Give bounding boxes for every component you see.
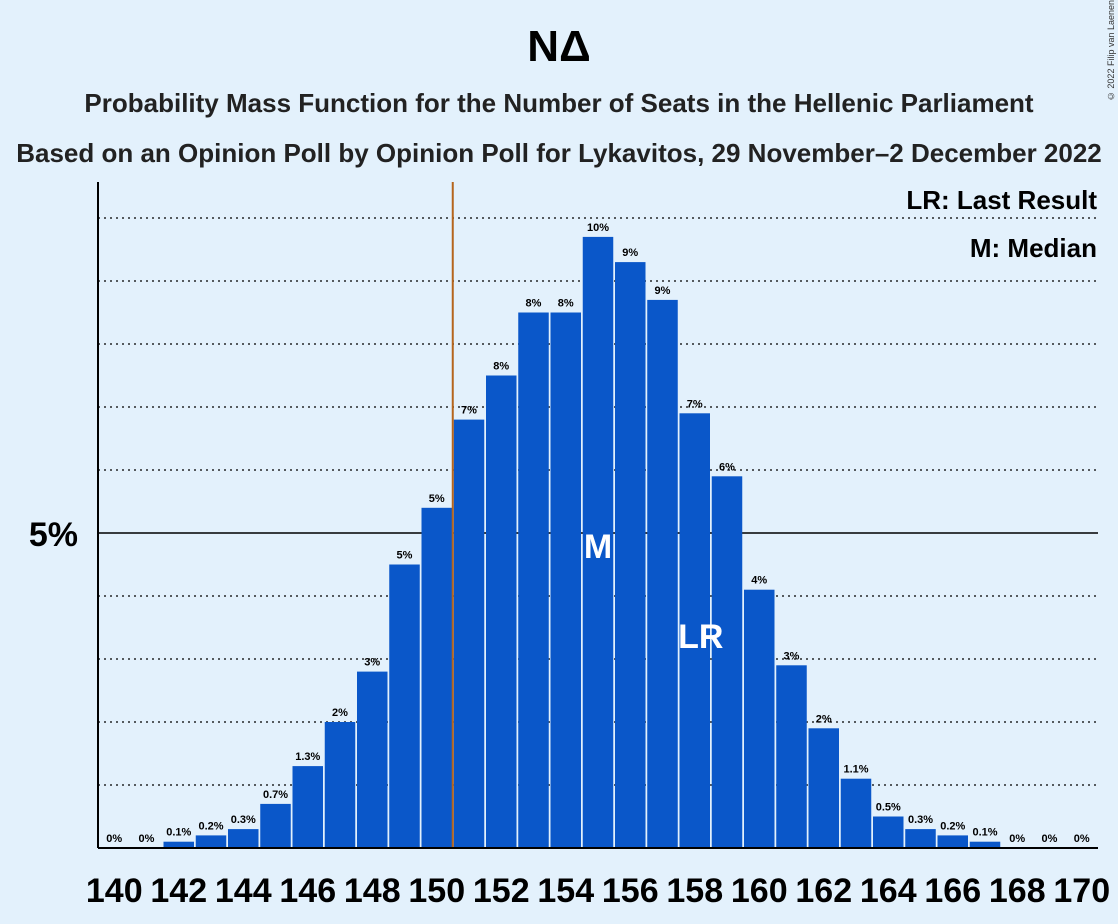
bar [550, 312, 581, 848]
x-tick-label: 166 [924, 872, 981, 910]
bar-value-label: 0.1% [166, 827, 191, 839]
bar-value-label: 10% [587, 222, 609, 234]
bar-value-label: 0.3% [908, 814, 933, 826]
bar [163, 841, 194, 848]
bar-value-label: 3% [784, 650, 800, 662]
x-tick-label: 168 [989, 872, 1046, 910]
bar-value-label: 1.1% [843, 764, 868, 776]
bar-value-label: 0.7% [263, 789, 288, 801]
bar [776, 665, 807, 848]
x-tick-label: 146 [279, 872, 336, 910]
x-tick-label: 148 [344, 872, 401, 910]
bar [292, 766, 323, 848]
x-tick-label: 144 [215, 872, 272, 910]
bar [873, 816, 904, 848]
last-result-marker: LR [678, 618, 723, 656]
bar-value-label: 0% [1009, 833, 1025, 845]
bar-value-label: 1.3% [295, 751, 320, 763]
bar-value-label: 0% [139, 833, 155, 845]
bar [357, 671, 388, 848]
bar-value-label: 9% [655, 285, 671, 297]
bar-value-label: 9% [622, 247, 638, 259]
bar [808, 728, 839, 848]
bar [679, 413, 710, 848]
bar-value-label: 0% [106, 833, 122, 845]
bar-value-label: 0% [1042, 833, 1058, 845]
bar [228, 829, 259, 848]
x-tick-label: 140 [86, 872, 143, 910]
bar-value-label: 6% [719, 461, 735, 473]
bar-value-label: 2% [816, 713, 832, 725]
bar [453, 419, 485, 848]
x-tick-label: 154 [537, 872, 594, 910]
bar [937, 835, 968, 848]
bar-value-label: 0.2% [198, 820, 223, 832]
y-tick-label: 5% [29, 516, 78, 554]
chart-title: ΝΔ [527, 22, 591, 71]
bar-value-label: 5% [397, 550, 413, 562]
bar-value-label: 0.5% [876, 802, 901, 814]
bar [711, 476, 743, 848]
bar-value-label: 0.1% [972, 827, 997, 839]
bar-value-label: 8% [526, 298, 542, 310]
bar-value-label: 2% [332, 707, 348, 719]
bar [905, 829, 936, 848]
bar [647, 299, 678, 848]
bar-value-label: 7% [461, 405, 477, 417]
x-tick-label: 164 [860, 872, 917, 910]
bar [260, 803, 291, 848]
median-marker: M [584, 528, 612, 566]
bar [582, 236, 614, 848]
x-tick-label: 170 [1053, 872, 1110, 910]
bar-value-label: 4% [751, 575, 767, 587]
bar [389, 564, 420, 848]
bar-value-label: 0.3% [231, 814, 256, 826]
bar-value-label: 0.2% [940, 820, 965, 832]
bar [969, 841, 1001, 848]
chart-subtitle: Probability Mass Function for the Number… [84, 88, 1034, 118]
x-tick-label: 160 [731, 872, 788, 910]
bar [615, 262, 646, 849]
bar [421, 507, 452, 848]
legend-median: M: Median [970, 233, 1097, 263]
bar-value-label: 3% [364, 657, 380, 669]
bar [840, 778, 872, 848]
bar [195, 835, 227, 848]
bar [324, 722, 356, 848]
bar [486, 375, 517, 848]
bar-value-label: 8% [493, 361, 509, 373]
x-tick-label: 156 [602, 872, 659, 910]
x-tick-label: 162 [795, 872, 852, 910]
chart-source-line: Based on an Opinion Poll by Opinion Poll… [16, 138, 1102, 168]
bar-value-label: 5% [429, 493, 445, 505]
x-tick-label: 142 [150, 872, 207, 910]
bar [744, 589, 775, 848]
x-tick-label: 150 [408, 872, 465, 910]
x-tick-label: 158 [666, 872, 723, 910]
x-tick-label: 152 [473, 872, 530, 910]
bar-value-label: 8% [558, 298, 574, 310]
bar-value-label: 0% [1074, 833, 1090, 845]
bar-value-label: 7% [687, 398, 703, 410]
bar [518, 312, 549, 848]
legend-last-result: LR: Last Result [906, 185, 1097, 215]
